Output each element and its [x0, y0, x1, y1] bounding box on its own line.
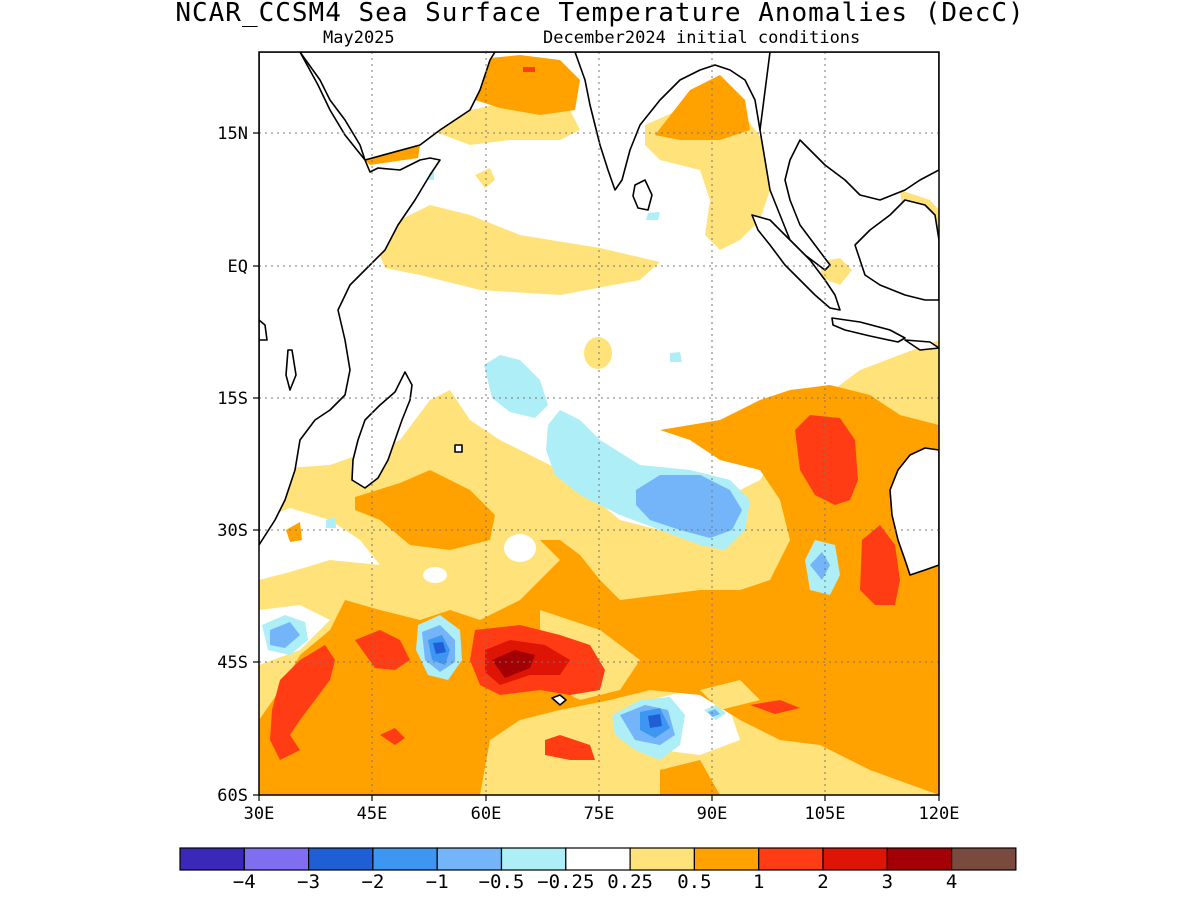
- colorbar-swatch: [372, 847, 438, 871]
- lat-label-60s: 60S: [217, 786, 248, 806]
- graticule: [259, 52, 939, 795]
- colorbar-label: 0.25: [607, 871, 653, 893]
- initial-conditions: December2024 initial conditions: [543, 28, 861, 48]
- map-panel: [259, 52, 939, 795]
- colorbar-swatch: [308, 847, 374, 871]
- lon-label-75e: 75E: [584, 804, 615, 824]
- lon-label-60e: 60E: [471, 804, 502, 824]
- colorbar-swatch: [822, 847, 888, 871]
- colorbar-swatch: [886, 847, 953, 871]
- lat-label-45s: 45S: [217, 653, 248, 673]
- colorbar-label: −3: [297, 871, 320, 893]
- colorbar-swatch: [565, 847, 631, 871]
- colorbar-swatch: [629, 847, 695, 871]
- colorbar-swatch: [758, 847, 824, 871]
- colorbar-swatch: [436, 847, 503, 871]
- lat-label-15s: 15S: [217, 389, 248, 409]
- colorbar-label: 3: [882, 871, 893, 893]
- colorbar-label: −0.5: [479, 871, 525, 893]
- lat-label-30s: 30S: [217, 521, 248, 541]
- colorbar-swatch: [500, 847, 567, 871]
- colorbar-label: −4: [233, 871, 256, 893]
- anomaly-neg-2: [433, 642, 662, 728]
- lon-label-105e: 105E: [805, 804, 846, 824]
- colorbar-label: 2: [817, 871, 828, 893]
- colorbar-label: −0.25: [537, 871, 594, 893]
- colorbar-swatch: [950, 847, 1017, 871]
- lon-label-120e: 120E: [919, 804, 960, 824]
- lon-label-90e: 90E: [697, 804, 728, 824]
- map-title: NCAR_CCSM4 Sea Surface Temperature Anoma…: [175, 0, 1025, 28]
- colorbar-label: −1: [426, 871, 449, 893]
- colorbar-swatch: [179, 847, 245, 871]
- colorbar-swatch: [693, 847, 760, 871]
- colorbar: −4 −3 −2 −1 −0.5 −0.25 0.25 0.5 1 2 3 4: [179, 847, 1017, 893]
- lat-label-eq: EQ: [228, 257, 248, 277]
- colorbar-label: −2: [361, 871, 384, 893]
- colorbar-label: 1: [753, 871, 764, 893]
- anomaly-3-4: [492, 650, 535, 678]
- forecast-month: May2025: [323, 28, 395, 48]
- land-masses: [259, 52, 939, 706]
- lat-label-15n: 15N: [217, 124, 248, 144]
- colorbar-label: 4: [946, 871, 957, 893]
- lon-label-30e: 30E: [244, 804, 275, 824]
- colorbar-swatch: [243, 847, 310, 871]
- lon-label-45e: 45E: [357, 804, 388, 824]
- colorbar-label: 0.5: [677, 871, 711, 893]
- axis-ticks: [253, 132, 940, 801]
